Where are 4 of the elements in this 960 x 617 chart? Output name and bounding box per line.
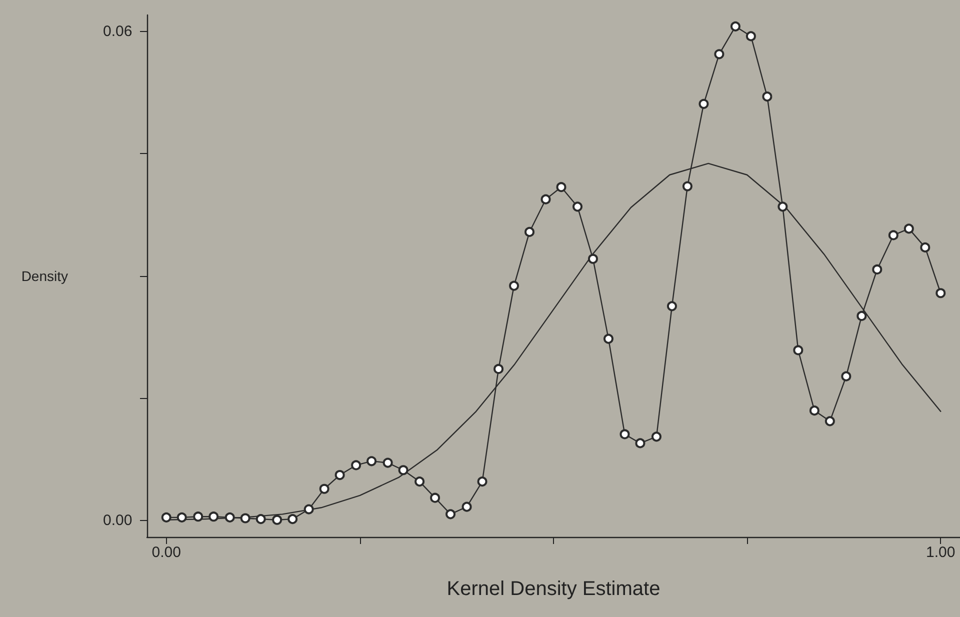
x-tick-label: 1.00 bbox=[926, 544, 956, 561]
y-axis-title: Density bbox=[21, 268, 68, 284]
y-tick-label: 0.06 bbox=[103, 22, 132, 40]
x-axis-title: Kernel Density Estimate bbox=[446, 578, 660, 600]
